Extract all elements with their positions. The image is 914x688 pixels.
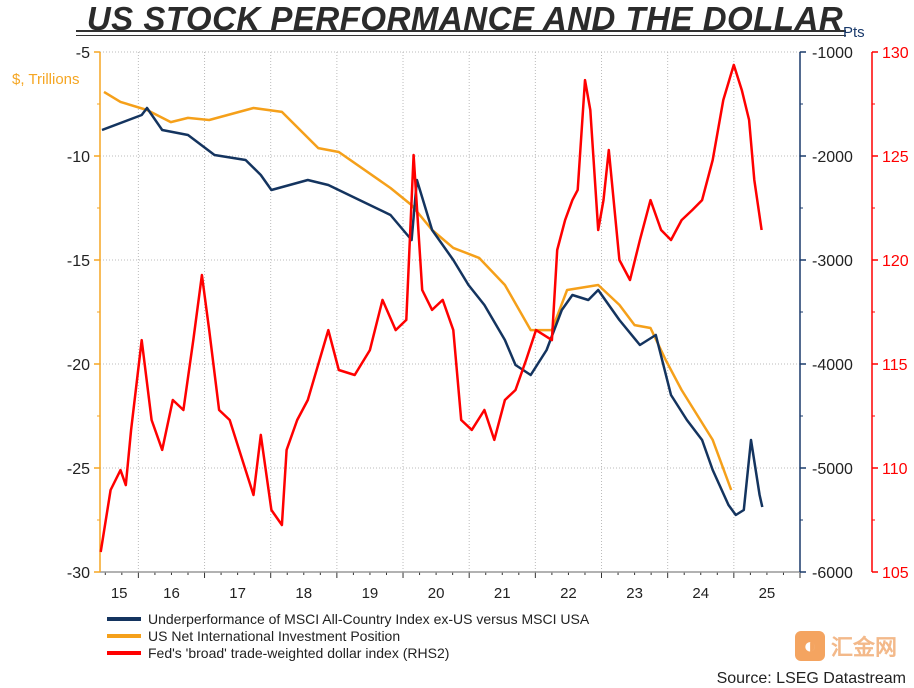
right2-tick-label: 130 xyxy=(882,45,909,62)
right1-tick-label: -6000 xyxy=(812,565,853,582)
left-tick-label: -5 xyxy=(76,45,90,62)
legend-label: Underperformance of MSCI All-Country Ind… xyxy=(148,611,590,627)
title-underline xyxy=(76,30,846,36)
right1-tick-label: -1000 xyxy=(812,45,853,62)
right1-tick-label: -4000 xyxy=(812,357,853,374)
left-tick-label: -10 xyxy=(67,149,90,166)
x-tick-label: 18 xyxy=(295,585,312,600)
legend-label: Fed's 'broad' trade-weighted dollar inde… xyxy=(148,645,450,661)
left-tick-label: -30 xyxy=(67,565,90,582)
right2-tick-label: 125 xyxy=(882,149,909,166)
watermark-logo-icon: ◐ xyxy=(795,631,825,661)
right1-axis-label: Pts xyxy=(843,24,865,41)
source-note: Source: LSEG Datastream xyxy=(716,670,906,687)
left-tick-label: -20 xyxy=(67,357,90,374)
left-axis-label: $, Trillions xyxy=(12,71,80,88)
right2-tick-label: 115 xyxy=(882,357,908,374)
right2-tick-label: 110 xyxy=(882,461,908,478)
series-line-0 xyxy=(101,106,764,517)
watermark: ◐ 汇金网 xyxy=(795,630,897,662)
legend-label: US Net International Investment Position xyxy=(148,628,401,644)
left-tick-label: -15 xyxy=(67,253,90,270)
legend-swatch xyxy=(107,617,141,621)
x-tick-label: 16 xyxy=(163,585,180,600)
watermark-text: 汇金网 xyxy=(831,635,898,660)
right1-tick-label: -5000 xyxy=(812,461,853,478)
right1-tick-label: -2000 xyxy=(812,149,853,166)
x-tick-label: 19 xyxy=(362,585,379,600)
legend-swatch xyxy=(107,651,141,655)
grid xyxy=(100,51,800,572)
x-tick-label: 17 xyxy=(229,585,246,600)
series-lines xyxy=(99,63,764,553)
legend-item-msci: Underperformance of MSCI All-Country Ind… xyxy=(107,611,589,627)
right2-tick-label: 120 xyxy=(882,253,909,270)
x-tick-label: 22 xyxy=(560,585,577,600)
x-tick-label: 25 xyxy=(759,585,776,600)
right1-tick-label: -3000 xyxy=(812,253,853,270)
legend-item-dollar: Fed's 'broad' trade-weighted dollar inde… xyxy=(107,645,449,661)
x-tick-label: 21 xyxy=(494,585,511,600)
series-line-1 xyxy=(103,90,733,491)
legend-swatch xyxy=(107,634,141,638)
axes: 15 16 17 18 19 20 21 22 23 24 25 -5 -10 -15 -20 -25 -30 -… xyxy=(67,45,909,600)
x-tick-label: 24 xyxy=(692,585,709,600)
right2-tick-label: 105 xyxy=(882,565,909,582)
x-tick-label: 15 xyxy=(111,585,128,600)
left-tick-label: -25 xyxy=(67,461,90,478)
series-line-2 xyxy=(99,63,763,553)
x-tick-label: 20 xyxy=(428,585,445,600)
chart-svg: 15 16 17 18 19 20 21 22 23 24 25 -5 -10 -15 -20 -25 -30 -… xyxy=(12,24,909,600)
x-tick-label: 23 xyxy=(626,585,643,600)
legend-item-niip: US Net International Investment Position xyxy=(107,628,400,644)
